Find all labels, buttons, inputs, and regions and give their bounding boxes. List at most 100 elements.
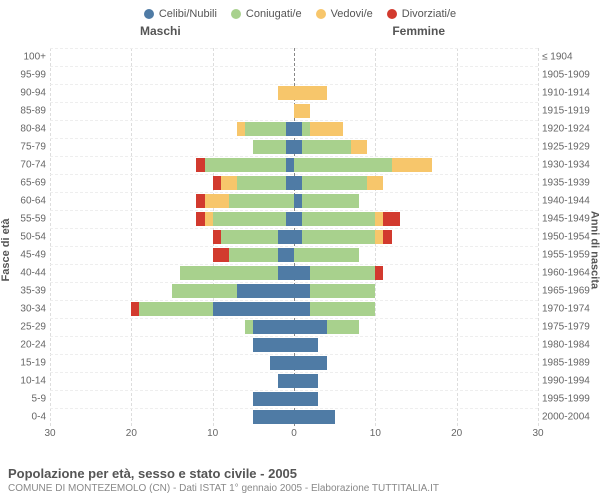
bar-male: [172, 284, 294, 298]
seg-cel: [278, 374, 294, 388]
seg-ved: [375, 230, 383, 244]
age-row: 65-691935-1939: [50, 176, 538, 190]
bar-female: [294, 356, 327, 370]
bar-male: [196, 194, 294, 208]
seg-ved: [294, 86, 327, 100]
seg-cel: [253, 338, 294, 352]
seg-cel: [294, 140, 302, 154]
seg-div: [213, 176, 221, 190]
seg-con: [327, 320, 360, 334]
bar-female: [294, 284, 375, 298]
bar-female: [294, 158, 432, 172]
header-female: Femmine: [392, 24, 445, 38]
seg-cel: [294, 410, 335, 424]
seg-con: [302, 230, 375, 244]
seg-cel: [286, 212, 294, 226]
age-row: 5-91995-1999: [50, 392, 538, 406]
birth-label: ≤ 1904: [538, 51, 596, 62]
age-label: 75-79: [4, 141, 50, 152]
age-row: 95-991905-1909: [50, 68, 538, 82]
bar-female: [294, 410, 335, 424]
age-row: 10-141990-1994: [50, 374, 538, 388]
seg-con: [172, 284, 237, 298]
seg-ved: [278, 86, 294, 100]
age-row: 20-241980-1984: [50, 338, 538, 352]
seg-ved: [375, 212, 383, 226]
seg-con: [213, 212, 286, 226]
age-label: 20-24: [4, 339, 50, 350]
bar-female: [294, 194, 359, 208]
legend-swatch: [144, 9, 154, 19]
legend-label: Coniugati/e: [246, 8, 302, 20]
seg-cel: [286, 176, 294, 190]
age-row: 80-841920-1924: [50, 122, 538, 136]
x-axis: 3020100102030: [50, 428, 538, 442]
birth-label: 1925-1929: [538, 141, 596, 152]
seg-con: [294, 158, 392, 172]
age-label: 85-89: [4, 105, 50, 116]
bar-female: [294, 392, 318, 406]
seg-con: [310, 302, 375, 316]
seg-ved: [310, 122, 343, 136]
bar-female: [294, 374, 318, 388]
seg-cel: [278, 230, 294, 244]
seg-cel: [278, 266, 294, 280]
x-tick: 20: [451, 428, 462, 439]
seg-con: [310, 284, 375, 298]
seg-cel: [237, 284, 294, 298]
seg-con: [294, 248, 359, 262]
age-row: 25-291975-1979: [50, 320, 538, 334]
bar-male: [270, 356, 294, 370]
seg-div: [196, 158, 204, 172]
seg-con: [253, 140, 286, 154]
seg-con: [139, 302, 212, 316]
x-tick: 10: [207, 428, 218, 439]
age-row: 90-941910-1914: [50, 86, 538, 100]
birth-label: 1930-1934: [538, 159, 596, 170]
bar-male: [196, 212, 294, 226]
seg-ved: [351, 140, 367, 154]
seg-div: [213, 248, 229, 262]
age-row: 35-391965-1969: [50, 284, 538, 298]
seg-cel: [294, 230, 302, 244]
age-row: 40-441960-1964: [50, 266, 538, 280]
seg-div: [196, 194, 204, 208]
birth-label: 1975-1979: [538, 321, 596, 332]
birth-label: 1935-1939: [538, 177, 596, 188]
age-label: 80-84: [4, 123, 50, 134]
seg-ved: [205, 194, 229, 208]
age-label: 65-69: [4, 177, 50, 188]
legend-swatch: [231, 9, 241, 19]
bar-male: [253, 392, 294, 406]
birth-label: 1970-1974: [538, 303, 596, 314]
birth-label: 1995-1999: [538, 393, 596, 404]
seg-cel: [294, 302, 310, 316]
bar-female: [294, 302, 375, 316]
bar-female: [294, 104, 310, 118]
chart-title: Popolazione per età, sesso e stato civil…: [8, 466, 592, 481]
age-label: 10-14: [4, 375, 50, 386]
age-row: 0-42000-2004: [50, 410, 538, 424]
birth-label: 1915-1919: [538, 105, 596, 116]
pyramid-chart: Celibi/NubiliConiugati/eVedovi/eDivorzia…: [0, 0, 600, 500]
bar-female: [294, 248, 359, 262]
seg-cel: [294, 392, 318, 406]
seg-cel: [294, 176, 302, 190]
seg-cel: [294, 356, 327, 370]
legend-item: Divorziati/e: [387, 8, 456, 20]
bar-male: [245, 320, 294, 334]
bar-female: [294, 86, 327, 100]
bar-male: [253, 140, 294, 154]
seg-con: [302, 140, 351, 154]
age-label: 60-64: [4, 195, 50, 206]
seg-cel: [253, 410, 294, 424]
seg-cel: [294, 374, 318, 388]
seg-cel: [253, 320, 294, 334]
bar-female: [294, 212, 400, 226]
legend-label: Celibi/Nubili: [159, 8, 217, 20]
seg-div: [213, 230, 221, 244]
age-row: 100+≤ 1904: [50, 50, 538, 64]
legend-item: Coniugati/e: [231, 8, 302, 20]
header-male: Maschi: [140, 24, 181, 38]
legend-label: Divorziati/e: [402, 8, 456, 20]
